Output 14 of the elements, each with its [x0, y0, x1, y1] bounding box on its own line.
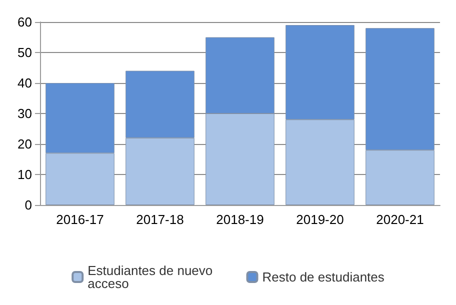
- x-tick-label: 2016-17: [56, 212, 104, 227]
- y-tick-label: 30: [18, 106, 32, 121]
- x-tick-label: 2017-18: [136, 212, 184, 227]
- y-tick-label: 10: [18, 167, 32, 182]
- x-tick-label: 2019-20: [296, 212, 344, 227]
- x-tick-label: 2018-19: [216, 212, 264, 227]
- y-tick-label: 50: [18, 45, 32, 60]
- x-tick-label: 2020-21: [376, 212, 424, 227]
- legend-label: Estudiantes de nuevo acceso: [88, 263, 216, 291]
- y-tick-label: 60: [18, 14, 32, 30]
- y-tick-label: 0: [24, 198, 32, 212]
- y-tick-label: 20: [18, 136, 32, 152]
- y-tick-label: 40: [18, 76, 32, 90]
- legend-label: Resto de estudiantes: [262, 270, 385, 284]
